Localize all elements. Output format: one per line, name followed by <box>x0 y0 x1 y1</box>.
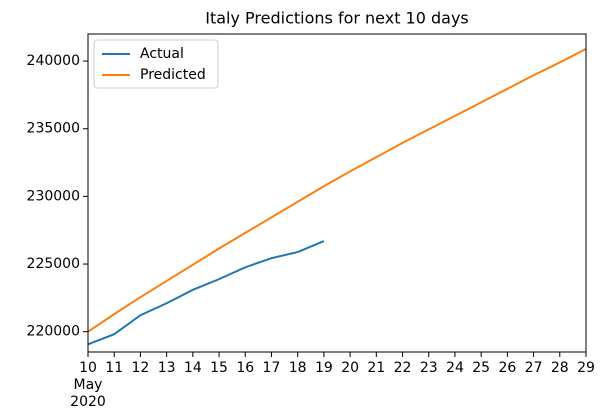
line-series <box>87 47 587 333</box>
x-tick-label: 23 <box>420 360 438 376</box>
x-tick-label: 17 <box>263 360 281 376</box>
x-tick-label: 18 <box>289 360 307 376</box>
y-tick-label: 235000 <box>27 121 80 137</box>
x-tick-label: 26 <box>498 360 516 376</box>
x-tick-label: 14 <box>184 360 202 376</box>
y-tick-label: 240000 <box>27 53 80 69</box>
x-tick-label: 19 <box>315 360 333 376</box>
plot-frame <box>87 33 587 353</box>
x-tick-label: 15 <box>210 360 228 376</box>
y-tick-label: 225000 <box>27 256 80 272</box>
x-tick-month: May <box>74 377 103 393</box>
x-tick-label: 12 <box>132 360 150 376</box>
x-tick-label: 28 <box>551 360 569 376</box>
x-tick-label: 29 <box>577 360 595 376</box>
y-tick-label: 230000 <box>27 188 80 204</box>
x-tick-year: 2020 <box>70 394 106 410</box>
y-tick-label: 220000 <box>27 324 80 340</box>
x-tick-label: 10 <box>79 360 97 376</box>
x-tick-label: 21 <box>367 360 385 376</box>
legend-label: Predicted <box>140 67 206 83</box>
x-tick-label: 24 <box>446 360 464 376</box>
legend: Actual Predicted <box>93 39 219 89</box>
x-tick-label: 13 <box>158 360 176 376</box>
legend-label: Actual <box>140 46 184 62</box>
chart-title: Italy Predictions for next 10 days <box>205 9 469 28</box>
x-tick-label: 25 <box>472 360 490 376</box>
line-series <box>87 240 325 346</box>
x-tick-label: 20 <box>341 360 359 376</box>
x-tick-label: 27 <box>525 360 543 376</box>
x-tick-label: 22 <box>394 360 412 376</box>
x-tick-label: 16 <box>236 360 254 376</box>
x-tick-label: 11 <box>105 360 123 376</box>
